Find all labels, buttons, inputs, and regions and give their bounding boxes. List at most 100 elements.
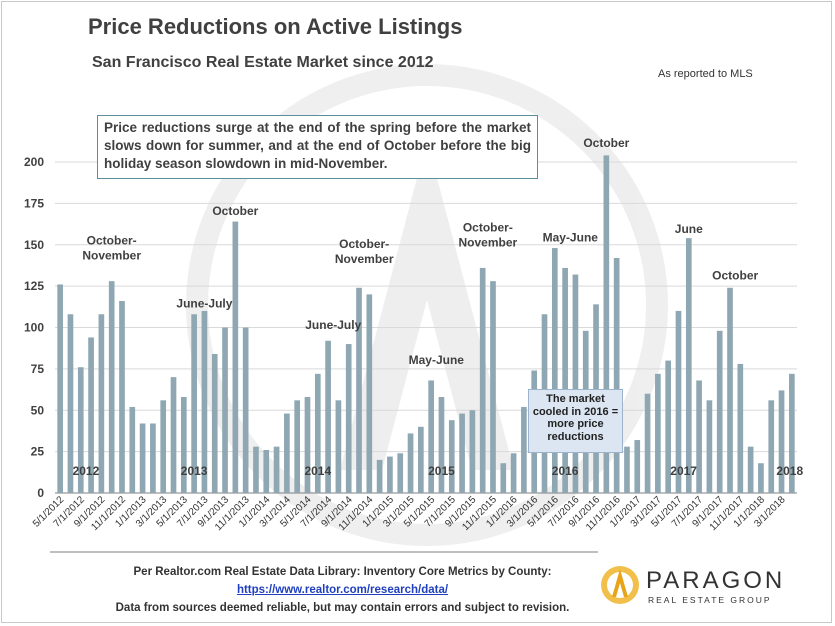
bar — [716, 330, 723, 493]
bar — [747, 446, 754, 493]
bar — [768, 400, 775, 493]
paragon-watermark-icon — [186, 64, 668, 546]
year-label: 2015 — [428, 464, 455, 478]
bar — [490, 281, 496, 493]
callout-box: Price reductions surge at the end of the… — [97, 115, 538, 179]
bar — [613, 257, 620, 493]
bar — [150, 423, 156, 493]
bar — [448, 420, 455, 493]
bar — [284, 413, 290, 493]
period-annotation: October-November — [335, 237, 394, 266]
bar — [562, 267, 568, 493]
period-annotation: October — [712, 269, 758, 283]
chart-subtitle: San Francisco Real Estate Market since 2… — [92, 54, 434, 71]
y-tick-label: 100 — [24, 321, 44, 335]
period-annotation: June-July — [305, 318, 361, 332]
bar — [407, 433, 414, 493]
bar — [696, 380, 702, 493]
bar — [191, 314, 197, 493]
bar — [273, 446, 280, 493]
bar — [665, 360, 672, 493]
period-annotation: October-November — [82, 234, 141, 263]
bar — [356, 287, 362, 493]
bar — [160, 400, 167, 493]
reported-note: As reported to MLS — [658, 68, 753, 80]
period-annotation: May-June — [543, 230, 599, 244]
bar — [438, 397, 445, 493]
market-note-box: The market cooled in 2016 = more price r… — [528, 389, 623, 453]
bar — [758, 463, 764, 493]
bar — [366, 294, 373, 493]
bar — [222, 327, 228, 493]
bar — [98, 314, 105, 493]
bar — [376, 459, 383, 493]
year-label: 2013 — [181, 464, 208, 478]
bar — [180, 397, 187, 493]
period-annotation: May-June — [409, 353, 465, 367]
bar — [314, 373, 321, 493]
bar — [108, 281, 115, 493]
year-label: 2018 — [776, 464, 803, 478]
bar — [129, 406, 136, 493]
bar — [67, 314, 74, 493]
bar — [789, 373, 795, 493]
period-annotation: October — [212, 204, 258, 218]
chart-title: Price Reductions on Active Listings — [88, 14, 463, 39]
period-annotation: June-July — [176, 297, 232, 311]
bar — [294, 400, 301, 493]
bar — [139, 423, 146, 493]
bar — [521, 406, 527, 493]
bar — [727, 287, 733, 493]
year-label: 2012 — [73, 464, 100, 478]
y-tick-label: 50 — [31, 403, 45, 417]
bar — [263, 449, 270, 493]
year-label: 2017 — [670, 464, 697, 478]
bar — [737, 363, 744, 493]
y-tick-label: 150 — [24, 238, 44, 252]
bar — [655, 373, 661, 493]
period-annotation: October-November — [458, 220, 517, 249]
bar — [387, 456, 393, 493]
year-label: 2014 — [304, 464, 331, 478]
disclaimer-line: Data from sources deemed reliable, but m… — [115, 602, 570, 614]
source-footer: Per Realtor.com Real Estate Data Library… — [90, 563, 595, 617]
source-line: Per Realtor.com Real Estate Data Library… — [133, 566, 552, 578]
bar — [551, 248, 558, 493]
bar — [500, 463, 507, 493]
bar — [706, 400, 713, 493]
bar — [304, 397, 311, 493]
y-tick-label: 175 — [24, 196, 44, 210]
logo-name: PARAGON — [646, 567, 785, 594]
bar — [459, 413, 465, 493]
bar — [603, 155, 610, 493]
bar — [170, 377, 177, 493]
logo-tagline: REAL ESTATE GROUP — [648, 595, 772, 605]
bar — [572, 274, 579, 493]
y-tick-label: 25 — [31, 445, 45, 459]
bar — [119, 301, 125, 493]
bar — [253, 446, 259, 493]
bar — [778, 390, 785, 493]
bar — [644, 393, 651, 493]
bar — [57, 284, 63, 493]
bar — [88, 337, 94, 493]
bar — [397, 453, 404, 493]
paragon-logo: PARAGON REAL ESTATE GROUP — [601, 566, 785, 605]
period-annotation: June — [675, 222, 703, 236]
y-tick-label: 75 — [31, 362, 45, 376]
period-annotation: October — [583, 136, 629, 150]
bar — [675, 310, 682, 493]
bar — [634, 440, 641, 493]
bar — [479, 267, 486, 493]
y-tick-label: 0 — [37, 486, 44, 500]
bar — [211, 353, 218, 493]
bar — [335, 400, 342, 493]
bar — [77, 367, 84, 493]
bar — [242, 327, 249, 493]
source-link[interactable]: https://www.realtor.com/research/data/ — [236, 584, 449, 596]
bar — [418, 426, 424, 493]
bar — [510, 453, 517, 493]
bar — [624, 446, 630, 493]
